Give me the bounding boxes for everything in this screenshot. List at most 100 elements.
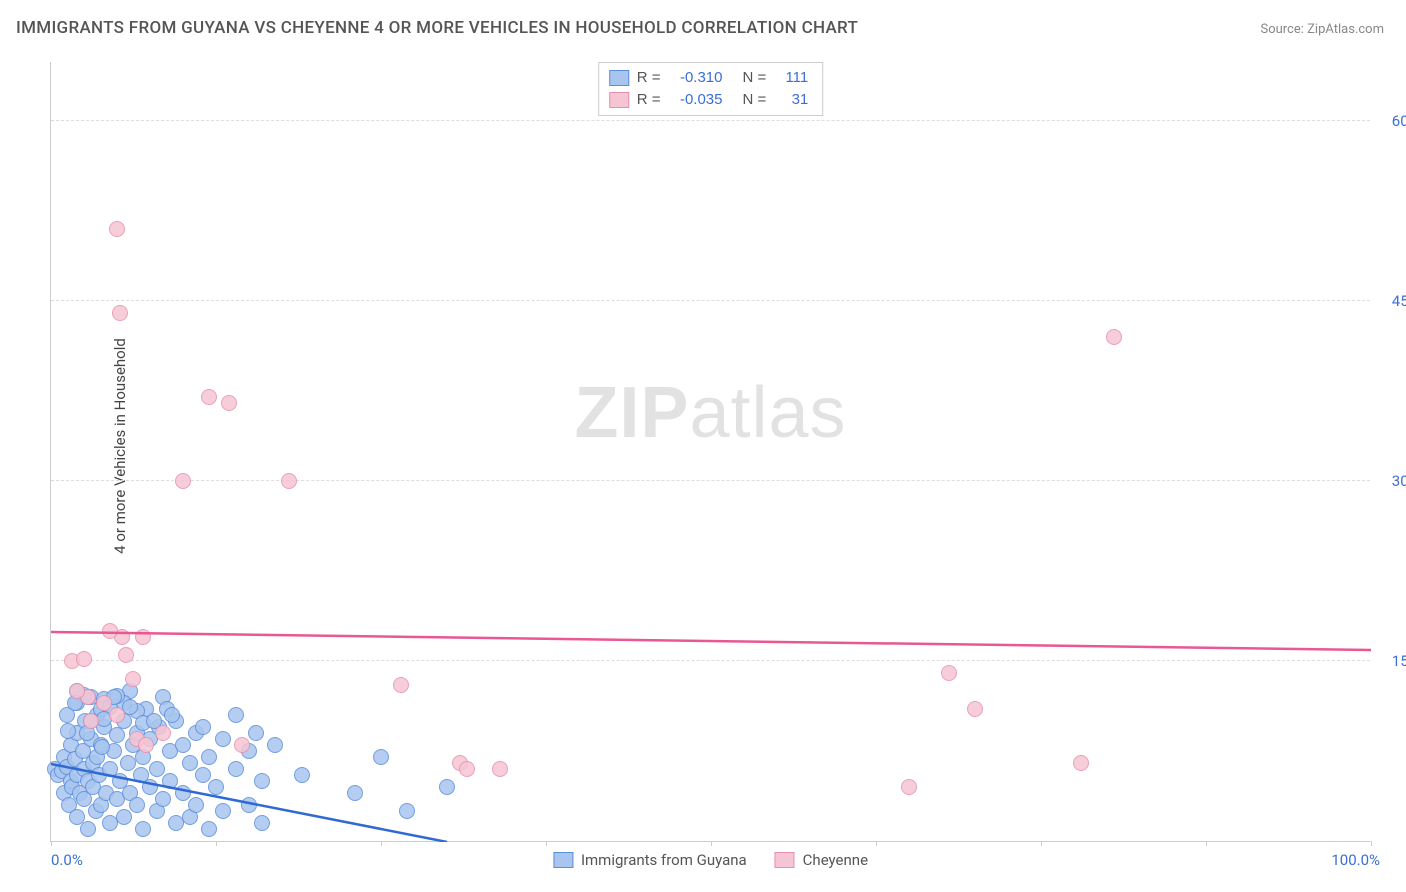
- x-tick: [216, 841, 217, 846]
- legend-r-label: R =: [637, 89, 661, 111]
- data-point: [125, 671, 141, 687]
- legend-n-label: N =: [743, 89, 767, 111]
- data-point: [142, 779, 158, 795]
- data-point: [96, 695, 112, 711]
- data-point: [459, 761, 475, 777]
- legend-swatch: [609, 92, 629, 108]
- data-point: [201, 821, 217, 837]
- data-point: [149, 761, 165, 777]
- legend-series-label: Immigrants from Guyana: [581, 851, 747, 869]
- data-point: [175, 737, 191, 753]
- y-tick-label: 60.0%: [1377, 112, 1406, 130]
- data-point: [188, 797, 204, 813]
- data-point: [80, 821, 96, 837]
- y-tick-label: 45.0%: [1377, 292, 1406, 310]
- x-tick: [1371, 841, 1372, 846]
- data-point: [267, 737, 283, 753]
- data-point: [195, 767, 211, 783]
- data-point: [155, 791, 171, 807]
- data-point: [399, 803, 415, 819]
- data-point: [241, 797, 257, 813]
- data-point: [221, 395, 237, 411]
- data-point: [94, 739, 110, 755]
- data-point: [492, 761, 508, 777]
- data-point: [60, 723, 76, 739]
- data-point: [175, 473, 191, 489]
- data-point: [135, 629, 151, 645]
- data-point: [208, 779, 224, 795]
- data-point: [162, 773, 178, 789]
- legend-correlation-row: R = -0.035 N = 31: [609, 89, 809, 111]
- data-point: [941, 665, 957, 681]
- x-tick: [51, 841, 52, 846]
- scatter-plot: ZIPatlas R =-0.310N =111R =-0.035N =31 I…: [50, 62, 1370, 842]
- data-point: [1106, 329, 1122, 345]
- data-point: [294, 767, 310, 783]
- chart-title: IMMIGRANTS FROM GUYANA VS CHEYENNE 4 OR …: [16, 18, 858, 38]
- data-point: [129, 797, 145, 813]
- x-tick: [546, 841, 547, 846]
- data-point: [109, 727, 125, 743]
- data-point: [109, 221, 125, 237]
- data-point: [102, 623, 118, 639]
- y-tick-label: 15.0%: [1377, 652, 1406, 670]
- gridline-horizontal: [51, 120, 1370, 121]
- legend-n-value: 31: [774, 89, 808, 111]
- gridline-horizontal: [51, 300, 1370, 301]
- gridline-horizontal: [51, 480, 1370, 481]
- gridline-horizontal: [51, 660, 1370, 661]
- data-point: [901, 779, 917, 795]
- data-point: [69, 683, 85, 699]
- legend-n-value: 111: [774, 67, 808, 89]
- data-point: [228, 707, 244, 723]
- legend-r-label: R =: [637, 67, 661, 89]
- data-point: [112, 305, 128, 321]
- x-tick-label-max: 100.0%: [1331, 851, 1380, 869]
- data-point: [138, 737, 154, 753]
- x-tick-label-min: 0.0%: [51, 851, 83, 869]
- legend-r-value: -0.310: [669, 67, 723, 89]
- data-point: [254, 773, 270, 789]
- legend-series-item: Cheyenne: [775, 851, 868, 869]
- data-point: [215, 803, 231, 819]
- watermark: ZIPatlas: [574, 372, 846, 454]
- data-point: [135, 821, 151, 837]
- legend-series: Immigrants from Guyana Cheyenne: [553, 851, 868, 869]
- y-tick-label: 30.0%: [1377, 472, 1406, 490]
- data-point: [228, 761, 244, 777]
- legend-swatch: [609, 70, 629, 86]
- data-point: [281, 473, 297, 489]
- data-point: [182, 755, 198, 771]
- trend-lines: [51, 62, 1371, 842]
- legend-correlation-row: R = -0.310 N = 111: [609, 67, 809, 89]
- data-point: [967, 701, 983, 717]
- data-point: [155, 725, 171, 741]
- legend-series-label: Cheyenne: [803, 851, 868, 869]
- data-point: [234, 737, 250, 753]
- data-point: [215, 731, 231, 747]
- source-attribution: Source: ZipAtlas.com: [1260, 22, 1384, 37]
- legend-correlation-box: R = -0.310 N = 111 R = -0.035 N = 31: [598, 62, 824, 116]
- data-point: [201, 749, 217, 765]
- data-point: [120, 755, 136, 771]
- x-tick: [1206, 841, 1207, 846]
- data-point: [109, 707, 125, 723]
- x-tick: [1041, 841, 1042, 846]
- data-point: [118, 647, 134, 663]
- legend-series-item: Immigrants from Guyana: [553, 851, 747, 869]
- data-point: [201, 389, 217, 405]
- legend-n-label: N =: [743, 67, 767, 89]
- data-point: [439, 779, 455, 795]
- data-point: [175, 785, 191, 801]
- x-tick: [381, 841, 382, 846]
- data-point: [195, 719, 211, 735]
- legend-r-value: -0.035: [669, 89, 723, 111]
- data-point: [254, 815, 270, 831]
- data-point: [248, 725, 264, 741]
- legend-swatch: [553, 852, 573, 868]
- data-point: [373, 749, 389, 765]
- data-point: [116, 809, 132, 825]
- data-point: [164, 707, 180, 723]
- data-point: [83, 713, 99, 729]
- data-point: [393, 677, 409, 693]
